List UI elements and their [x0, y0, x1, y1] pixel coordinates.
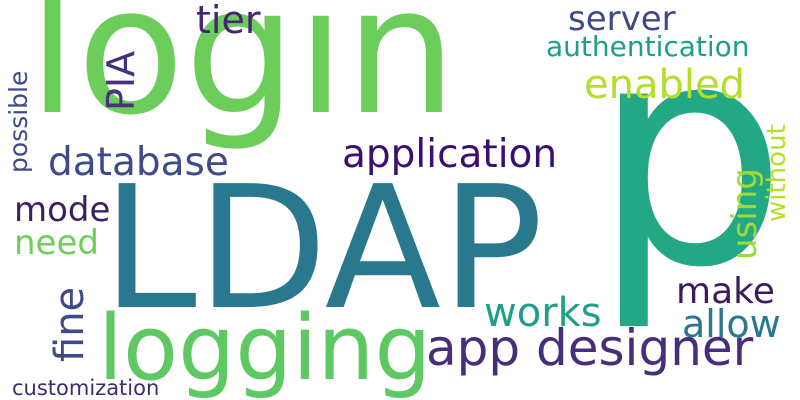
word-works: works	[484, 290, 602, 336]
word-without: without	[762, 124, 792, 222]
word-fine: fine	[47, 286, 93, 362]
word-enabled: enabled	[584, 62, 745, 108]
word-authentication: authentication	[546, 30, 750, 63]
word-ldap: LDAP	[102, 150, 544, 348]
word-tier: tier	[196, 0, 261, 42]
word-login: login	[28, 0, 457, 154]
word-logging: logging	[98, 296, 432, 400]
word-app-designer: app designer	[426, 319, 754, 377]
word-need: need	[14, 223, 99, 263]
word-using: using	[725, 168, 765, 260]
word-allow: allow	[682, 302, 781, 346]
word-mode: mode	[14, 190, 111, 230]
word-application: application	[342, 132, 558, 177]
word-database: database	[48, 140, 229, 185]
word-make: make	[676, 271, 775, 312]
word-p: p	[592, 0, 788, 335]
word-customization: customization	[12, 376, 160, 400]
word-server: server	[568, 0, 676, 39]
word-pia: PIA	[99, 50, 143, 111]
word-possible: possible	[4, 70, 33, 173]
